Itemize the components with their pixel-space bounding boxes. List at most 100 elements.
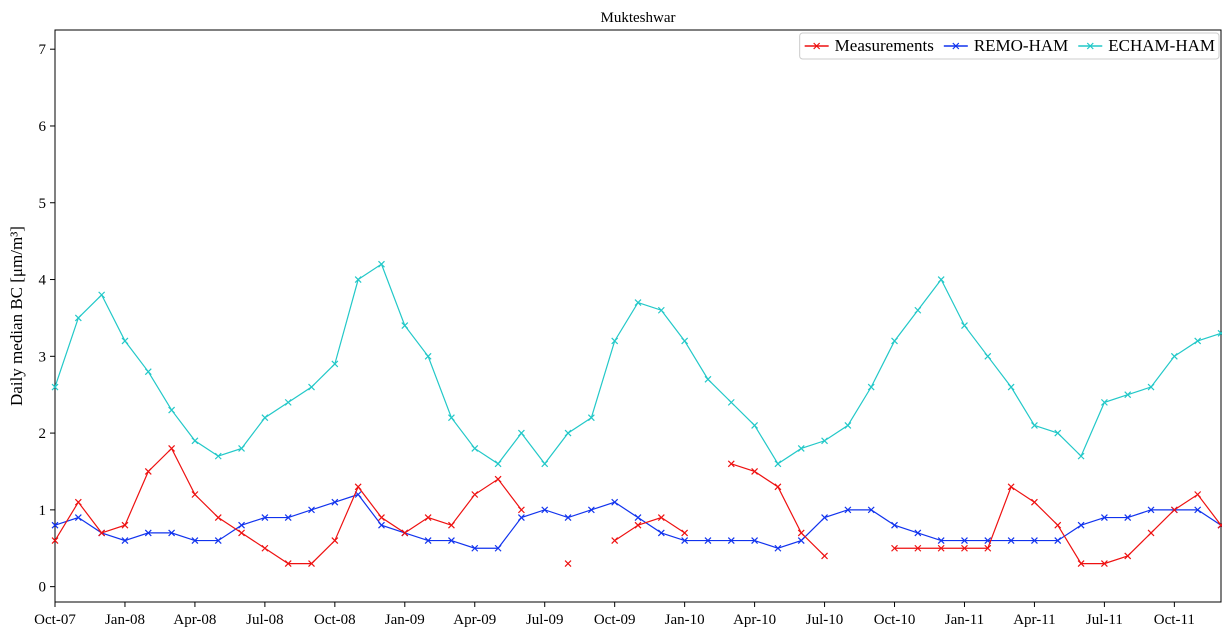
data-point: [168, 406, 176, 414]
data-point: [168, 445, 176, 452]
data-point: [191, 491, 199, 498]
data-point: [1124, 391, 1132, 399]
data-point: [1077, 521, 1085, 529]
data-point: [401, 322, 409, 330]
data-point: [144, 468, 152, 475]
data-point: [657, 306, 665, 314]
x-tick-label: Oct-08: [314, 612, 356, 628]
data-point: [1147, 506, 1155, 514]
data-point: [74, 514, 82, 521]
data-point: [191, 537, 199, 545]
data-point: [587, 414, 595, 422]
y-tick-label: 5: [39, 196, 47, 212]
data-point: [797, 529, 805, 537]
data-point: [98, 291, 106, 299]
legend-label: Measurements: [835, 36, 934, 55]
data-point: [308, 506, 315, 514]
x-tick-label: Apr-10: [733, 612, 776, 628]
data-point: [308, 383, 315, 391]
data-point: [634, 521, 642, 529]
data-point: [891, 544, 898, 552]
data-point: [821, 514, 828, 521]
data-point: [1194, 506, 1202, 514]
data-point: [961, 537, 968, 545]
data-point: [261, 414, 269, 422]
y-tick-label: 2: [39, 426, 47, 442]
y-axis-label: Daily median BC [μm/m³]: [7, 226, 26, 406]
data-point: [98, 529, 106, 537]
x-tick-label: Oct-10: [874, 612, 916, 628]
data-point: [937, 276, 945, 283]
data-point: [1031, 498, 1038, 506]
data-point: [1194, 337, 1202, 345]
data-point: [1147, 529, 1155, 537]
data-point: [168, 529, 176, 537]
data-point: [448, 414, 455, 422]
data-point: [564, 560, 572, 568]
data-point: [984, 352, 992, 360]
data-point: [448, 521, 455, 529]
legend-box: [799, 32, 1220, 60]
data-point: [751, 421, 759, 429]
data-point: [1194, 491, 1202, 498]
data-point: [1124, 514, 1132, 521]
x-tick-label: Jul-11: [1086, 612, 1123, 628]
y-tick-label: 1: [39, 503, 47, 519]
data-point: [891, 521, 898, 529]
data-point: [51, 537, 59, 545]
data-point: [1217, 329, 1222, 337]
data-point: [937, 537, 945, 545]
series-line: [54, 447, 1222, 565]
data-point: [471, 491, 479, 498]
data-point: [914, 529, 922, 537]
y-tick-label: 7: [39, 42, 47, 58]
data-point: [261, 544, 269, 552]
x-tick-label: Jan-11: [945, 612, 984, 628]
legend-label: REMO-HAM: [974, 36, 1068, 55]
data-point: [704, 537, 712, 545]
data-point: [1007, 537, 1015, 545]
data-point: [541, 506, 549, 514]
data-point: [681, 337, 689, 345]
data-point: [1054, 429, 1062, 437]
data-point: [1147, 383, 1155, 391]
data-point: [261, 514, 269, 521]
x-tick-label: Jul-09: [526, 612, 564, 628]
data-point: [424, 514, 432, 521]
data-point: [331, 537, 339, 545]
data-point: [961, 544, 968, 552]
data-point: [587, 506, 595, 514]
data-point: [284, 398, 292, 406]
y-tick-label: 6: [39, 119, 47, 135]
x-tick-label: Jul-10: [806, 612, 844, 628]
data-point: [564, 514, 572, 521]
data-point: [471, 445, 479, 452]
data-point: [727, 460, 735, 468]
data-point: [1124, 552, 1132, 560]
data-point: [634, 299, 642, 306]
data-point: [354, 483, 362, 491]
data-point: [797, 537, 805, 545]
data-point: [494, 544, 502, 552]
legend: ECHAM-HAM REMO-HAM Measurements: [799, 32, 1220, 60]
data-point: [564, 429, 572, 437]
x-tick-label: Apr-08: [173, 612, 216, 628]
data-point: [1100, 398, 1108, 406]
data-point: [914, 306, 922, 314]
series: [51, 445, 1222, 568]
data-point: [984, 544, 992, 552]
data-point: [704, 375, 712, 383]
y-tick-label: 4: [39, 273, 47, 289]
data-point: [1031, 537, 1038, 545]
series: [51, 260, 1222, 468]
x-tick-label: Apr-09: [453, 612, 496, 628]
data-point: [681, 529, 689, 537]
series-line: [54, 263, 1222, 465]
data-point: [284, 514, 292, 521]
data-point: [1031, 421, 1038, 429]
data-point: [238, 521, 245, 529]
data-point: [214, 537, 222, 545]
data-point: [378, 514, 385, 521]
